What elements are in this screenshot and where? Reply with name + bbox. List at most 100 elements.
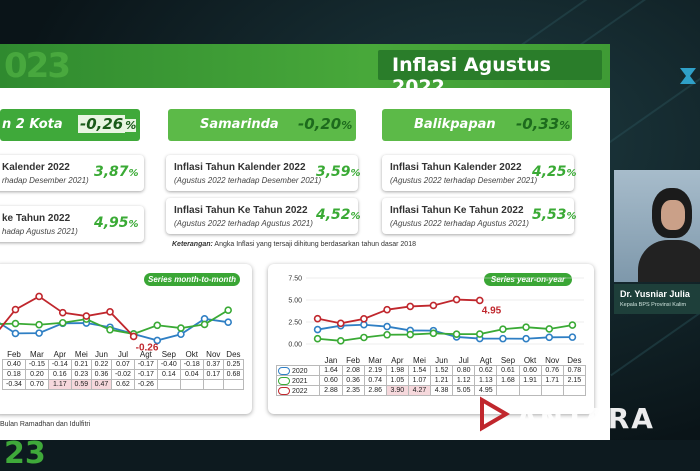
stat-sub: (Agustus 2022 terhadap Desember 2021) (174, 176, 322, 185)
table-cell: -0.14 (47, 359, 72, 370)
antara-watermark: ANTARA (476, 392, 692, 442)
table-cell: 0.36 (90, 369, 113, 380)
data-point-2020 (522, 334, 530, 343)
antara-logo-icon (480, 396, 510, 432)
table-cell: 0.23 (70, 369, 92, 380)
table-header-row: Feb Mar Apr Mei Jun Jul Agt Sep Okt Nov Des (3, 350, 244, 360)
stat-card-kalender: Inflasi Tahun Kalender 2022 (Agustus 202… (382, 155, 577, 191)
slide-title: Inflasi Agustus 2022 (392, 54, 551, 98)
table-cell: 0.74 (363, 375, 387, 386)
data-point-2020 (35, 329, 43, 337)
table-cell: 0.37 (202, 359, 224, 370)
stat-value: 3,59% (316, 164, 361, 180)
stat-value: 4,25% (532, 164, 577, 180)
y-tick-label: 5.00 (288, 298, 302, 305)
table-cell: 2.19 (363, 365, 387, 376)
data-point-2020 (499, 334, 507, 343)
table-cell: 1.21 (429, 375, 454, 386)
data-point-2021 (475, 330, 484, 338)
table-cell: 0.62 (474, 365, 498, 376)
data-point-2021 (429, 329, 438, 338)
y-tick-label: 7.50 (288, 276, 302, 283)
table-cell: 0.16 (47, 369, 72, 380)
series-line-2021 (317, 324, 573, 342)
data-point-2021 (336, 337, 345, 345)
table-row: 2022 2.88 2.35 2.86 3.90 4.27 4.38 5.05 4.95 (275, 385, 587, 396)
table-cell: -0.40 (156, 359, 181, 370)
data-point-2021 (383, 330, 391, 339)
column-header: Apr (391, 356, 404, 365)
table-cell: 0.25 (222, 359, 245, 370)
data-point-2022 (383, 305, 391, 314)
table-cell: 0.61 (496, 365, 520, 376)
stat-value: 3,87% (94, 164, 139, 180)
table-cell: 1.98 (385, 365, 409, 376)
presenter-role: Kepala BPS Provinsi Kalim (620, 302, 687, 308)
city-card-2-kota: n 2 Kota -0,26% (0, 109, 140, 141)
table-cell (179, 379, 204, 390)
table-cell (518, 385, 542, 396)
table-cell: 1.52 (429, 365, 454, 376)
data-point-2021 (452, 330, 461, 338)
stat-label: Inflasi Tahun Ke Tahun 2022 (174, 205, 308, 216)
city-card-balikpapan: Balikpapan -0,33% (382, 109, 572, 141)
data-point-2020 (153, 336, 162, 345)
data-point-2020 (383, 322, 391, 331)
table-cell: 0.59 (70, 379, 92, 390)
column-header: Mar (368, 356, 383, 365)
table-cell (156, 379, 181, 390)
column-header: Jan (324, 356, 338, 365)
table-cell: 0.40 (2, 359, 26, 370)
table-cell: 2.86 (363, 385, 387, 396)
table-cell: -0.26 (133, 379, 158, 390)
data-point-2020 (313, 325, 322, 334)
stat-label: Inflasi Tahun Kalender 2022 (390, 162, 522, 173)
presenter-face (661, 200, 685, 230)
data-point-2021 (153, 321, 162, 330)
column-header: Des (226, 350, 241, 359)
table-cell (202, 379, 224, 390)
data-point-2021 (58, 318, 67, 327)
bottom-strip: 23 (0, 436, 700, 471)
series-line-2022 (0, 295, 135, 338)
city-value: -0,26% (78, 115, 137, 133)
slide-title-box: Inflasi Agustus 2022 (378, 50, 602, 98)
table-cell: -0.02 (111, 369, 135, 380)
presenter-video (614, 170, 700, 282)
stat-card-tahunan: Inflasi Tahun Ke Tahun 2022 (Agustus 202… (166, 198, 361, 234)
data-point-2021 (313, 334, 322, 343)
city-name: n 2 Kota (2, 117, 63, 132)
corner-logo-icon (676, 62, 700, 90)
callout-label: -0.26 (136, 342, 159, 353)
header-decoration: 023 (4, 46, 71, 86)
column-header: Sep (161, 350, 176, 359)
table-cell: 4.27 (407, 385, 432, 396)
data-point-2020 (177, 330, 185, 339)
table-cell: 0.20 (24, 369, 49, 380)
data-point-2021 (224, 306, 232, 314)
stat-card-kalender: Inflasi Tahun Kalender 2022 (Agustus 202… (166, 155, 361, 191)
stat-sub: (Agustus 2022 terhadap Agustus 2021) (390, 219, 529, 228)
row-label: 2021 (275, 375, 321, 386)
table-cell: 0.70 (24, 379, 49, 390)
table-cell: 1.91 (518, 375, 542, 386)
table-row: 2021 0.60 0.36 0.74 1.05 1.07 1.21 1.12 1.13 1.68… (275, 375, 587, 386)
table-cell: 1.71 (540, 375, 564, 386)
column-header: Agt (479, 356, 492, 365)
table-cell: 2.88 (319, 385, 343, 396)
table-cell: 0.60 (319, 375, 343, 386)
data-point-2022 (35, 292, 43, 301)
table-cell: 0.04 (179, 369, 204, 380)
data-point-2020 (545, 333, 554, 342)
table-cell: 0.36 (341, 375, 365, 386)
data-point-2021 (545, 325, 554, 333)
bottom-decoration: 23 (4, 436, 46, 471)
presentation-slide: 023 Inflasi Agustus 2022 n 2 Kota -0,26%… (0, 44, 610, 440)
data-point-2021 (522, 323, 530, 331)
column-header: Okt (185, 350, 198, 359)
table-cell: -0.34 (2, 379, 26, 390)
column-header: Sep (500, 356, 516, 365)
stat-sub: hadap Agustus 2021) (2, 227, 78, 236)
stat-sub: rhadap Desember 2021) (2, 176, 89, 185)
data-point-2021 (406, 330, 415, 339)
